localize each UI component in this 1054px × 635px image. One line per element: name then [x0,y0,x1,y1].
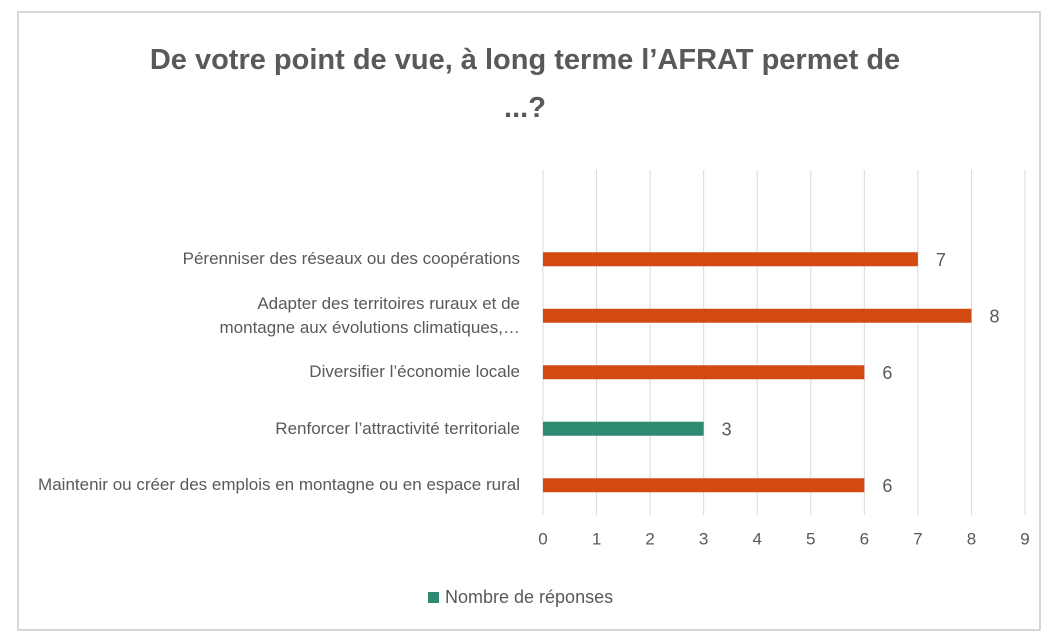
bar [543,252,918,267]
x-tick-label: 2 [645,529,654,548]
chart-title: De votre point de vue, à long terme l’AF… [149,44,901,124]
data-label: 7 [936,250,946,270]
x-tick-label: 9 [1020,529,1029,548]
data-label: 6 [882,476,892,496]
y-tick-label: Adapter des territoires ruraux et de mon… [219,293,521,337]
x-tick-label: 8 [967,529,976,548]
bar [543,365,865,380]
x-tick-label: 5 [806,529,815,548]
x-tick-label: 7 [913,529,922,548]
data-label: 8 [989,307,999,327]
title-box: De votre point de vue, à long terme l’AF… [149,44,901,124]
y-tick-label: Diversifier l’économie locale [309,362,520,382]
x-tick-label: 1 [592,529,601,548]
x-tick-label: 4 [752,529,761,548]
legend-swatch [428,592,439,603]
y-tick-label: Pérenniser des réseaux ou des coopératio… [182,249,520,269]
bar [543,478,865,493]
y-tick-label: Renforcer l’attractivité territoriale [275,418,520,438]
legend-label: Nombre de réponses [445,587,613,607]
y-tick-label: Maintenir ou créer des emplois en montag… [38,475,520,495]
data-label: 6 [882,363,892,383]
x-tick-label: 0 [538,529,547,548]
bar [543,421,704,436]
x-tick-label: 6 [860,529,869,548]
x-tick-label: 3 [699,529,708,548]
bar [543,308,972,323]
data-label: 3 [722,420,732,440]
